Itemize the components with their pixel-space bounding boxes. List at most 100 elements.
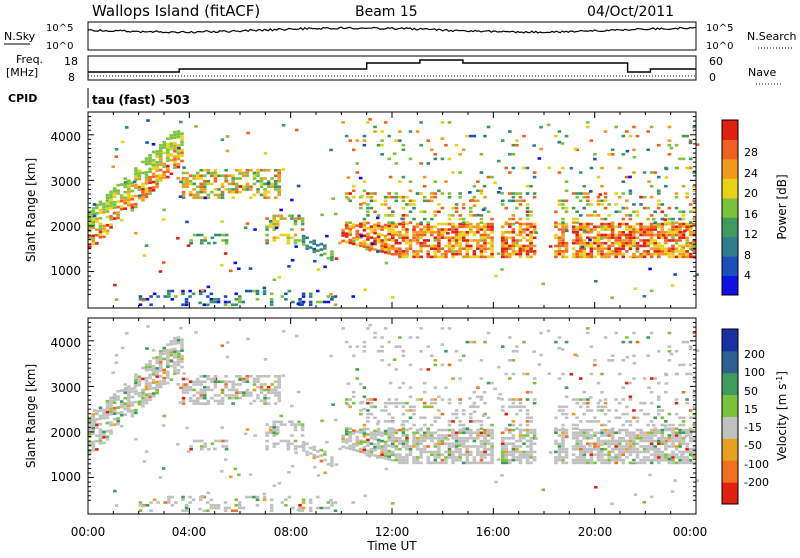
power-pixel	[515, 250, 519, 253]
velocity-pixel	[667, 427, 672, 430]
velocity-pixel	[490, 458, 494, 462]
velocity-pixel	[603, 336, 608, 339]
velocity-pixel	[571, 423, 576, 427]
x-axis-label: Time UT	[366, 539, 417, 553]
power-pixel	[688, 225, 693, 229]
power-pixel	[447, 195, 452, 199]
velocity-pixel	[564, 412, 569, 416]
power-pixel	[419, 250, 423, 253]
velocity-pixel	[296, 390, 301, 394]
power-pixel	[465, 222, 470, 226]
velocity-pixel	[366, 433, 370, 436]
velocity-pixel	[158, 350, 163, 353]
velocity-pixel	[262, 492, 267, 496]
power-pixel	[262, 286, 267, 290]
power-pixel	[586, 230, 590, 234]
power-pixel	[192, 182, 196, 186]
power-pixel	[663, 218, 668, 221]
power-pixel	[88, 226, 92, 230]
velocity-pixel	[447, 401, 452, 405]
power-pixel	[390, 231, 395, 234]
velocity-pixel	[621, 412, 626, 416]
power-pixel	[383, 237, 388, 241]
velocity-pixel	[348, 398, 352, 401]
velocity-pixel	[237, 503, 242, 507]
velocity-pixel	[426, 450, 430, 454]
velocity-pixel	[518, 439, 523, 443]
velocity-pixel	[203, 442, 208, 446]
power-pixel	[120, 140, 125, 144]
power-pixel	[430, 148, 434, 152]
velocity-pixel	[162, 379, 167, 383]
velocity-pixel	[408, 453, 413, 456]
velocity-pixel	[508, 428, 512, 432]
velocity-pixel	[238, 374, 243, 378]
power-pixel	[561, 203, 565, 206]
power-pixel	[688, 222, 693, 226]
velocity-pixel	[430, 436, 434, 440]
velocity-pixel	[554, 439, 558, 443]
velocity-pixel	[504, 447, 509, 451]
power-pixel	[252, 171, 257, 175]
velocity-pixel	[383, 457, 388, 460]
power-pixel	[158, 163, 163, 166]
velocity-pixel	[376, 446, 381, 450]
velocity-pixel	[161, 424, 166, 427]
velocity-pixel	[151, 373, 156, 376]
velocity-pixel	[333, 509, 338, 513]
velocity-pixel	[387, 401, 391, 405]
velocity-pixel	[451, 412, 455, 416]
power-pixel	[437, 210, 441, 214]
power-pixel	[504, 247, 509, 250]
power-pixel	[430, 247, 434, 250]
velocity-pixel	[596, 420, 601, 423]
power-pixel	[518, 255, 523, 259]
velocity-pixel	[444, 450, 448, 454]
velocity-pixel	[189, 445, 193, 448]
power-pixel	[127, 195, 131, 199]
velocity-pixel	[681, 450, 686, 454]
power-pixel	[454, 230, 459, 234]
power-pixel	[351, 226, 356, 229]
velocity-pixel	[181, 402, 186, 405]
velocity-pixel	[454, 434, 459, 437]
power-pixel	[380, 143, 384, 147]
velocity-pixel	[454, 450, 459, 454]
power-pixel	[511, 247, 516, 250]
velocity-pixel	[461, 439, 466, 443]
velocity-pixel	[561, 447, 565, 451]
velocity-pixel	[301, 440, 306, 444]
power-pixel	[525, 210, 530, 214]
power-pixel	[625, 225, 629, 229]
power-pixel	[561, 225, 565, 229]
velocity-pixel	[180, 354, 184, 358]
velocity-pixel	[586, 436, 590, 440]
velocity-pixel	[293, 426, 298, 429]
velocity-pixel	[600, 405, 604, 409]
velocity-pixel	[144, 387, 149, 391]
power-pixel	[486, 225, 491, 229]
velocity-pixel	[621, 398, 626, 401]
velocity-pixel	[179, 386, 183, 390]
power-pixel	[564, 225, 569, 229]
power-pixel	[373, 210, 377, 214]
power-pixel	[237, 300, 242, 304]
velocity-pixel	[692, 390, 696, 394]
power-pixel	[674, 221, 679, 224]
velocity-pixel	[575, 436, 579, 440]
velocity-pixel	[532, 431, 537, 435]
power-pixel	[667, 153, 672, 156]
velocity-pixel	[262, 495, 267, 499]
power-pixel	[607, 239, 611, 242]
velocity-pixel	[628, 431, 633, 435]
velocity-pixel	[366, 327, 370, 330]
power-pixel	[273, 182, 278, 186]
power-pixel	[571, 239, 576, 242]
power-pixel	[109, 190, 113, 194]
power-frame	[87, 111, 697, 309]
velocity-pixel	[173, 361, 177, 365]
velocity-pixel	[176, 360, 181, 364]
power-pixel	[415, 239, 420, 242]
power-pixel	[162, 208, 166, 212]
power-pixel	[209, 297, 214, 301]
